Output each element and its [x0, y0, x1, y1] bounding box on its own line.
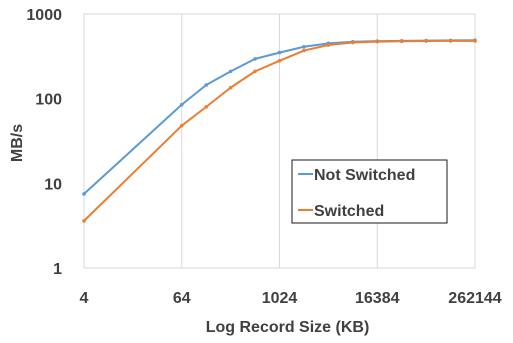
data-point-switched-4 — [253, 69, 257, 74]
data-point-switched-13 — [473, 39, 477, 43]
data-point-switched-9 — [375, 39, 380, 44]
y-axis-ticks: 1 10 100 1000 — [26, 7, 62, 278]
data-point-not-switched-2 — [204, 83, 208, 87]
legend-label-switched: Switched — [314, 203, 384, 220]
y-tick-label-10: 10 — [44, 176, 62, 193]
data-point-not-switched-5 — [277, 50, 282, 55]
data-point-not-switched-6 — [302, 44, 306, 49]
data-point-switched-8 — [351, 40, 355, 45]
series-line-switched — [83, 39, 476, 222]
x-axis-title: Log Record Size (KB) — [206, 319, 370, 336]
data-point-switched-5 — [277, 59, 282, 63]
series-layer — [82, 38, 477, 223]
data-point-switched-1 — [179, 123, 184, 128]
plot-area-border — [83, 13, 476, 269]
data-point-not-switched-1 — [179, 102, 184, 107]
y-tick-label-1: 1 — [53, 261, 62, 278]
data-point-switched-10 — [399, 39, 404, 44]
data-point-switched-12 — [448, 39, 453, 43]
y-tick-label-100: 100 — [35, 92, 62, 109]
data-point-not-switched-0 — [82, 192, 86, 196]
data-point-not-switched-4 — [253, 57, 257, 61]
x-axis-ticks: 4 64 1024 16384 262144 — [80, 290, 502, 307]
legend: Not Switched Switched — [291, 159, 448, 224]
x-tick-label-1024: 1024 — [262, 290, 298, 307]
data-point-switched-6 — [302, 48, 306, 53]
x-tick-label-64: 64 — [173, 290, 191, 307]
data-point-switched-11 — [424, 39, 428, 43]
y-tick-label-1000: 1000 — [26, 7, 62, 24]
data-point-switched-3 — [228, 85, 233, 90]
x-tick-label-262144: 262144 — [448, 290, 501, 307]
y-axis-title: MB/s — [9, 124, 26, 162]
data-point-switched-0 — [82, 219, 86, 223]
data-point-switched-7 — [326, 43, 331, 47]
legend-box — [291, 159, 448, 224]
x-tick-label-4: 4 — [80, 290, 89, 307]
data-point-switched-2 — [204, 105, 208, 109]
data-point-not-switched-3 — [228, 69, 233, 74]
legend-label-not-switched: Not Switched — [314, 167, 415, 184]
x-tick-label-16384: 16384 — [355, 290, 400, 307]
